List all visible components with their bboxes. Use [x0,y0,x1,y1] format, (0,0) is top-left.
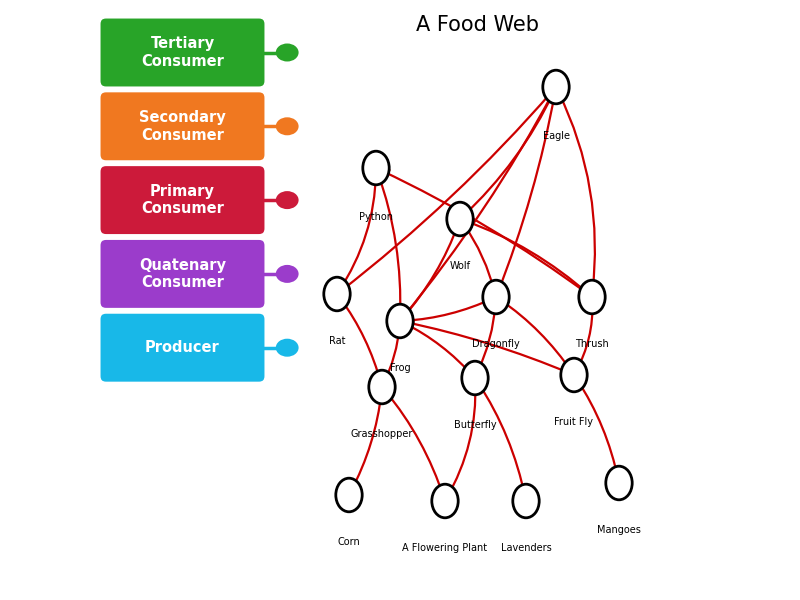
Ellipse shape [483,280,510,314]
Text: Grasshopper: Grasshopper [351,429,413,439]
FancyBboxPatch shape [99,91,266,162]
Ellipse shape [578,280,606,314]
FancyBboxPatch shape [99,238,266,310]
FancyBboxPatch shape [99,17,266,88]
Text: Wolf: Wolf [450,261,470,271]
Text: Rat: Rat [329,336,346,346]
Ellipse shape [606,466,632,500]
Ellipse shape [336,478,362,512]
Text: Secondary
Consumer: Secondary Consumer [139,110,226,142]
Text: Lavenders: Lavenders [501,543,551,553]
Ellipse shape [561,358,587,392]
Text: Python: Python [359,212,393,222]
Ellipse shape [276,118,298,135]
Text: Quatenary
Consumer: Quatenary Consumer [139,258,226,290]
Ellipse shape [432,484,458,518]
Ellipse shape [276,338,298,356]
Ellipse shape [369,370,395,404]
Text: A Food Web: A Food Web [417,15,539,35]
Text: Corn: Corn [338,537,360,547]
Ellipse shape [462,361,488,395]
Text: Producer: Producer [145,340,220,355]
Text: Frog: Frog [390,363,410,373]
Text: A Flowering Plant: A Flowering Plant [402,543,487,553]
Ellipse shape [363,151,390,185]
FancyBboxPatch shape [99,164,266,236]
FancyBboxPatch shape [99,312,266,383]
Ellipse shape [387,304,414,338]
Ellipse shape [446,202,474,236]
Ellipse shape [513,484,539,518]
Text: Dragonfly: Dragonfly [472,339,520,349]
Ellipse shape [324,277,350,311]
Ellipse shape [276,43,298,61]
Ellipse shape [542,70,570,104]
Ellipse shape [276,265,298,283]
Text: Fruit Fly: Fruit Fly [554,417,594,427]
Text: Eagle: Eagle [542,131,570,141]
Ellipse shape [276,191,298,209]
Text: Mangoes: Mangoes [597,525,641,535]
Text: Primary
Consumer: Primary Consumer [141,184,224,216]
Text: Butterfly: Butterfly [454,420,496,430]
Text: Tertiary
Consumer: Tertiary Consumer [141,36,224,69]
Text: Thrush: Thrush [575,339,609,349]
